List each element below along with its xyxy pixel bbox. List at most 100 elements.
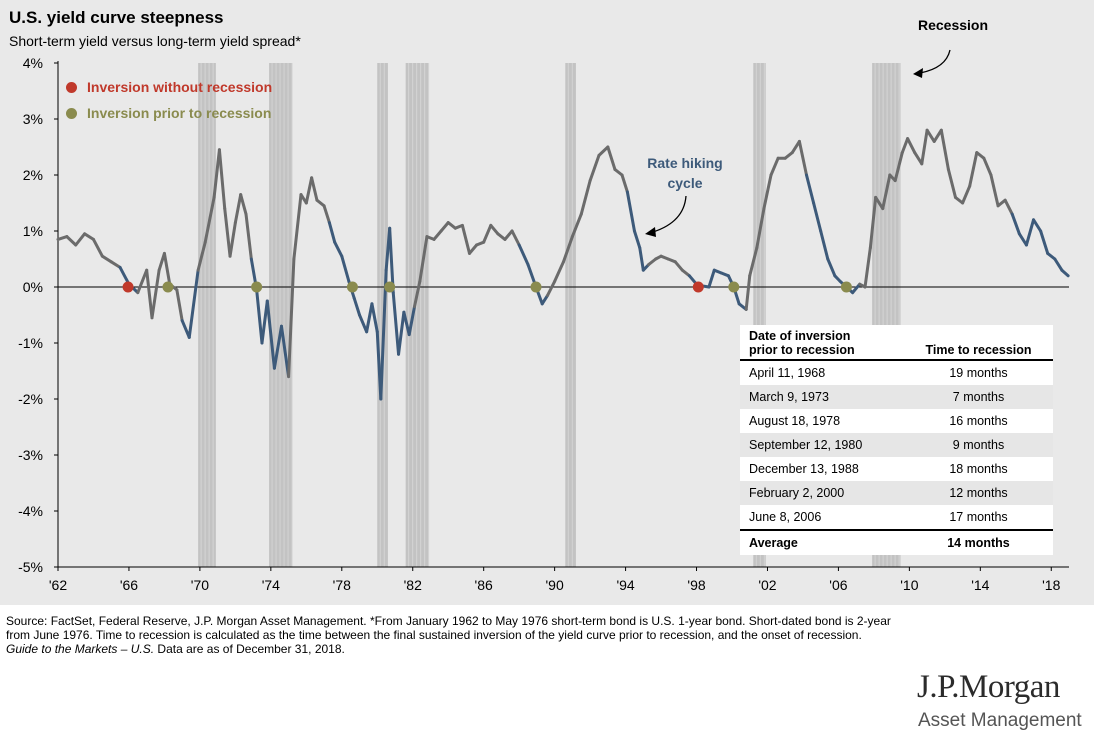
spread-segment xyxy=(570,212,583,239)
spread-segment xyxy=(217,148,227,211)
y-tick-label: 2% xyxy=(23,167,43,183)
spread-segment-hiking xyxy=(826,257,837,278)
spread-segment xyxy=(304,176,314,205)
recession-arrow xyxy=(919,49,951,74)
spread-segment xyxy=(946,167,957,199)
y-tick-label: -4% xyxy=(18,503,43,519)
spread-segment-hiking xyxy=(632,229,642,250)
spread-segment-hiking xyxy=(540,293,550,306)
yield-curve-chart: 4% 3% 2% 1% 0% -1% -2% -3% -4% -5% '62 '66 '70 '74 '78… xyxy=(18,49,1070,593)
spread-segment-hiking xyxy=(1046,251,1057,261)
spread-segment xyxy=(223,207,232,258)
row-time: 17 months xyxy=(949,510,1008,524)
spread-segment xyxy=(762,173,773,211)
spread-segment xyxy=(620,173,629,194)
spread-segment xyxy=(100,254,113,264)
inversion-prior-to-recession-dot xyxy=(251,281,263,293)
spread-segment xyxy=(489,223,500,236)
recession-annotation: Recession xyxy=(918,17,989,33)
header-date-line2: prior to recession xyxy=(749,343,855,357)
header-time: Time to recession xyxy=(925,343,1032,357)
spread-segment-hiking xyxy=(1032,218,1043,233)
row-time: 7 months xyxy=(952,390,1005,404)
x-tick-label: '10 xyxy=(900,577,918,593)
row-date: February 2, 2000 xyxy=(749,486,845,500)
spread-segment-hiking xyxy=(180,319,191,339)
spread-segment xyxy=(136,268,149,295)
spread-segment xyxy=(755,207,766,250)
spread-segment-hiking xyxy=(388,226,395,295)
red-dot-icon xyxy=(66,81,77,93)
spread-segment xyxy=(503,229,514,241)
row-date: March 9, 1973 xyxy=(749,390,829,404)
spread-segment xyxy=(906,137,917,155)
spread-segment xyxy=(975,151,986,160)
rate-hiking-arrow xyxy=(652,195,687,233)
recession-band xyxy=(269,63,293,567)
x-tick-label: '62 xyxy=(49,577,67,593)
spread-segment xyxy=(553,260,565,283)
recession-band xyxy=(405,63,429,567)
footer-value: 14 months xyxy=(947,536,1010,550)
table-header: Date of inversion prior to recession Tim… xyxy=(740,325,1053,361)
inversion-prior-to-recession-dot xyxy=(346,281,358,293)
row-time: 18 months xyxy=(949,462,1008,476)
spread-segment xyxy=(744,274,752,311)
spread-segment-hiking xyxy=(365,302,374,334)
spread-segment-hiking xyxy=(265,299,276,370)
inversion-without-recession-dot xyxy=(692,281,704,293)
spread-segment xyxy=(91,237,104,258)
jpmorgan-logo: J.P.Morgan xyxy=(917,669,1060,705)
y-tick-label: -5% xyxy=(18,559,43,575)
inversion-without-recession-dot xyxy=(122,281,134,293)
footer-label: Average xyxy=(749,536,798,550)
spread-segment xyxy=(613,167,624,177)
spread-segment-hiking xyxy=(260,299,269,345)
y-tick-label: 4% xyxy=(23,55,43,71)
spread-segment-hiking xyxy=(812,201,823,233)
spread-segment-hiking xyxy=(118,265,131,286)
spread-segment xyxy=(196,240,207,272)
spread-segment xyxy=(606,145,617,171)
row-date: August 18, 1978 xyxy=(749,414,841,428)
spread-segment-hiking xyxy=(340,254,351,283)
row-date: April 11, 1968 xyxy=(749,366,826,380)
spread-segment-hiking xyxy=(279,324,291,379)
spread-segment-hiking xyxy=(625,190,636,233)
guide-note: Guide to the Markets – U.S. Data are as … xyxy=(6,642,896,656)
legend-inversion-without-recession: Inversion without recession xyxy=(66,79,272,95)
row-time: 12 months xyxy=(949,486,1008,500)
spread-segment-hiking xyxy=(397,310,406,356)
x-tick-label: '86 xyxy=(475,577,493,593)
x-tick-label: '18 xyxy=(1042,577,1060,593)
spread-segment xyxy=(244,212,253,261)
y-tick-label: 1% xyxy=(23,223,43,239)
x-tick-label: '94 xyxy=(616,577,634,593)
spread-segment xyxy=(310,176,319,202)
spread-segment xyxy=(56,235,69,241)
y-tick-label: 0% xyxy=(23,279,43,295)
spread-segment-hiking xyxy=(327,221,337,244)
header-date-line1: Date of inversion xyxy=(749,329,851,343)
row-time: 19 months xyxy=(949,366,1008,380)
spread-segment xyxy=(546,279,557,297)
spread-segment xyxy=(968,151,979,188)
spread-segment-hiking xyxy=(370,302,379,334)
spread-segment-hiking xyxy=(402,310,411,337)
spread-segment-hiking xyxy=(1024,218,1036,247)
spread-segment xyxy=(228,221,237,258)
spread-segment xyxy=(467,243,479,255)
recession-band xyxy=(198,63,216,567)
y-tick-label: 3% xyxy=(23,111,43,127)
spread-segment-hiking xyxy=(819,229,830,261)
row-date: December 13, 1988 xyxy=(749,462,859,476)
spread-segment-hiking xyxy=(707,268,716,289)
rate-hiking-arrowhead xyxy=(645,227,656,237)
row-time: 16 months xyxy=(949,414,1008,428)
spread-segment-hiking xyxy=(1017,232,1028,247)
spread-segment xyxy=(74,232,87,247)
spread-segment-hiking xyxy=(391,291,401,356)
spread-segment xyxy=(322,204,331,225)
spread-segment xyxy=(939,128,950,171)
x-tick-label: '14 xyxy=(971,577,989,593)
